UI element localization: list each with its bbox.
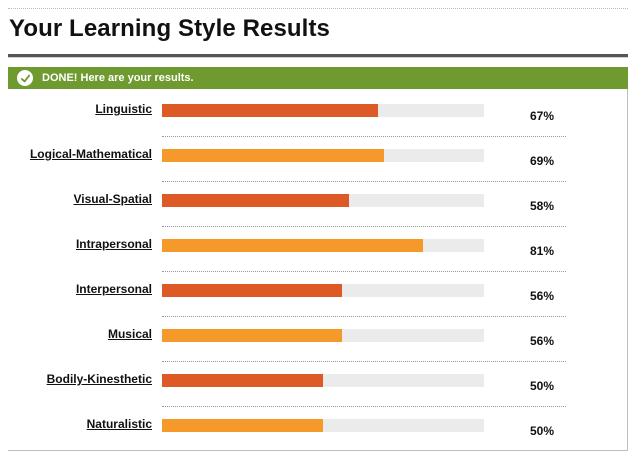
- result-bar-fill: [162, 419, 323, 432]
- result-bar-track: [162, 149, 484, 162]
- result-percent: 56%: [530, 289, 555, 303]
- result-bar-track: [162, 239, 484, 252]
- result-bar-fill: [162, 104, 378, 117]
- page-title: Your Learning Style Results: [9, 15, 330, 42]
- result-percent: 67%: [530, 109, 555, 123]
- top-dotted-divider: [8, 8, 628, 9]
- result-label-visual-spatial[interactable]: Visual-Spatial: [73, 192, 152, 206]
- result-label-logical-mathematical[interactable]: Logical-Mathematical: [29, 147, 152, 161]
- result-row-visual-spatial: Visual-Spatial 58%: [8, 192, 628, 237]
- result-label-naturalistic[interactable]: Naturalistic: [86, 417, 152, 431]
- result-percent: 56%: [530, 334, 555, 348]
- result-bar-track: [162, 284, 484, 297]
- result-percent: 50%: [530, 424, 555, 438]
- check-icon: [17, 70, 33, 86]
- result-row-naturalistic: Naturalistic 50%: [8, 417, 628, 462]
- row-divider: [162, 136, 566, 137]
- row-divider: [162, 181, 566, 182]
- result-bar-fill: [162, 194, 349, 207]
- result-row-musical: Musical 56%: [8, 327, 628, 372]
- result-label-intrapersonal[interactable]: Intrapersonal: [75, 237, 152, 251]
- title-rule: [8, 54, 628, 58]
- result-row-bodily-kinesthetic: Bodily-Kinesthetic 50%: [8, 372, 628, 417]
- result-row-logical-mathematical: Logical-Mathematical 69%: [8, 147, 628, 192]
- result-percent: 50%: [530, 379, 555, 393]
- result-percent: 81%: [530, 244, 555, 258]
- result-row-interpersonal: Interpersonal 56%: [8, 282, 628, 327]
- result-label-bodily-kinesthetic[interactable]: Bodily-Kinesthetic: [46, 372, 152, 386]
- status-bar: DONE! Here are your results.: [8, 67, 628, 89]
- result-bar-fill: [162, 374, 323, 387]
- result-label-interpersonal[interactable]: Interpersonal: [75, 282, 152, 296]
- result-percent: 69%: [530, 154, 555, 168]
- result-label-musical[interactable]: Musical: [107, 327, 152, 341]
- result-row-linguistic: Linguistic 67%: [8, 102, 628, 147]
- result-row-intrapersonal: Intrapersonal 81%: [8, 237, 628, 282]
- result-bar-fill: [162, 239, 423, 252]
- result-bar-track: [162, 419, 484, 432]
- result-bar-track: [162, 194, 484, 207]
- result-percent: 58%: [530, 199, 555, 213]
- result-label-linguistic[interactable]: Linguistic: [95, 102, 152, 116]
- row-divider: [162, 361, 566, 362]
- result-bar-fill: [162, 149, 385, 162]
- result-bar-fill: [162, 329, 343, 342]
- row-divider: [162, 271, 566, 272]
- row-divider: [162, 226, 566, 227]
- result-bar-track: [162, 374, 484, 387]
- row-divider: [162, 316, 566, 317]
- result-bar-fill: [162, 284, 343, 297]
- results-panel: DONE! Here are your results. Linguistic …: [8, 67, 628, 451]
- result-bar-track: [162, 104, 484, 117]
- status-text: DONE! Here are your results.: [42, 72, 194, 84]
- row-divider: [162, 406, 566, 407]
- result-bar-track: [162, 329, 484, 342]
